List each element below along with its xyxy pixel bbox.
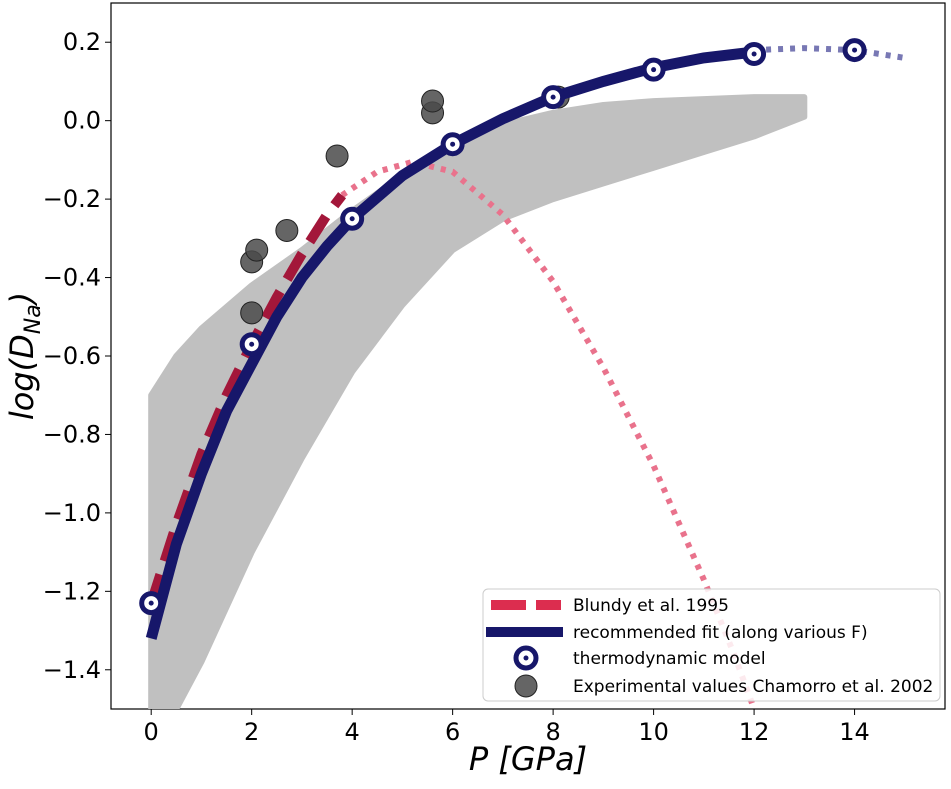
y-tick-label: −1.2: [43, 577, 101, 605]
legend-label: thermodynamic model: [573, 649, 766, 669]
y-tick-label: −0.6: [43, 342, 101, 370]
y-axis-label: log(DNa): [3, 292, 46, 420]
experimental-point: [421, 89, 445, 113]
thermodynamic-model-point: [340, 206, 365, 231]
legend-item-blundy: Blundy et al. 1995: [491, 596, 729, 616]
markers-group: [139, 38, 867, 640]
experimental-point: [325, 144, 349, 168]
legend-label: Experimental values Chamorro et al. 2002: [573, 677, 933, 697]
legend-item-experimental: Experimental values Chamorro et al. 2002: [514, 674, 933, 698]
y-axis: 0.2 0.0 −0.2 −0.4 −0.6 −0.8 −1.0 −1.2 −1.4: [43, 28, 111, 684]
y-tick-label: −1.0: [43, 499, 101, 527]
thermodynamic-model-point: [139, 591, 164, 616]
x-tick-label: 10: [638, 718, 669, 746]
legend-frame: [482, 588, 941, 702]
x-tick-label: 6: [445, 718, 460, 746]
experimental-point: [240, 301, 264, 325]
fit-extrapolation-line: [753, 45, 906, 61]
y-tick-label: 0.0: [63, 107, 101, 135]
y-tick-label: −0.4: [43, 264, 101, 292]
experimental-point: [245, 238, 269, 262]
x-tick-label: 14: [839, 718, 870, 746]
experimental-point: [275, 218, 299, 242]
thermodynamic-model-point: [842, 38, 867, 63]
thermodynamic-model-point: [239, 332, 264, 357]
x-axis-label: P [GPa]: [469, 740, 587, 778]
x-tick-label: 2: [244, 718, 259, 746]
legend-label: Blundy et al. 1995: [573, 596, 729, 616]
x-tick-label: 12: [739, 718, 770, 746]
x-tick-label: 0: [144, 718, 159, 746]
thermodynamic-model-point: [541, 85, 566, 110]
y-tick-label: −0.8: [43, 420, 101, 448]
x-tick-label: 8: [545, 718, 560, 746]
y-tick-label: 0.2: [63, 28, 101, 56]
x-axis: 0 2 4 6 8 10 12 14: [144, 709, 870, 746]
legend-label: recommended fit (along various F): [573, 623, 868, 643]
x-tick-label: 4: [345, 718, 360, 746]
legend-item-model: thermodynamic model: [513, 645, 766, 671]
thermodynamic-model-point: [641, 57, 666, 82]
legend: Blundy et al. 1995 recommended fit (along…: [482, 588, 941, 702]
legend-item-fit: recommended fit (along various F): [486, 623, 868, 643]
thermodynamic-model-point: [440, 132, 465, 157]
y-tick-label: −0.2: [43, 185, 101, 213]
y-tick-label: −1.4: [43, 656, 101, 684]
thermodynamic-model-point: [742, 41, 767, 66]
